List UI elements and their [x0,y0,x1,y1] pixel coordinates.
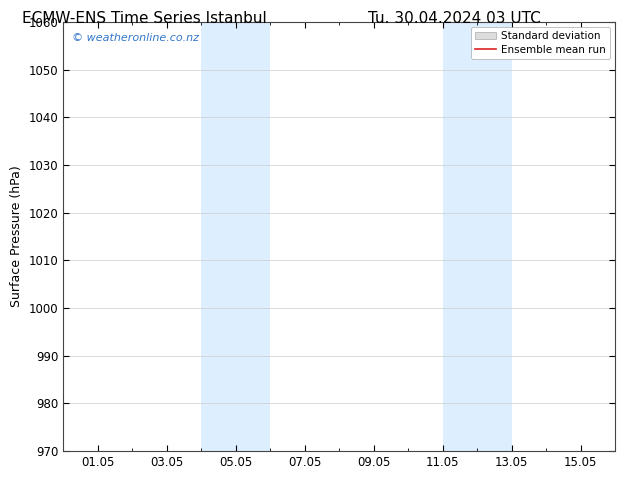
Legend: Standard deviation, Ensemble mean run: Standard deviation, Ensemble mean run [470,27,610,59]
Bar [202,22,270,451]
Text: © weatheronline.co.nz: © weatheronline.co.nz [72,33,198,43]
Text: Tu. 30.04.2024 03 UTC: Tu. 30.04.2024 03 UTC [368,11,540,26]
Y-axis label: Surface Pressure (hPa): Surface Pressure (hPa) [10,166,23,307]
Text: ECMW-ENS Time Series Istanbul: ECMW-ENS Time Series Istanbul [22,11,266,26]
Bar [443,22,512,451]
